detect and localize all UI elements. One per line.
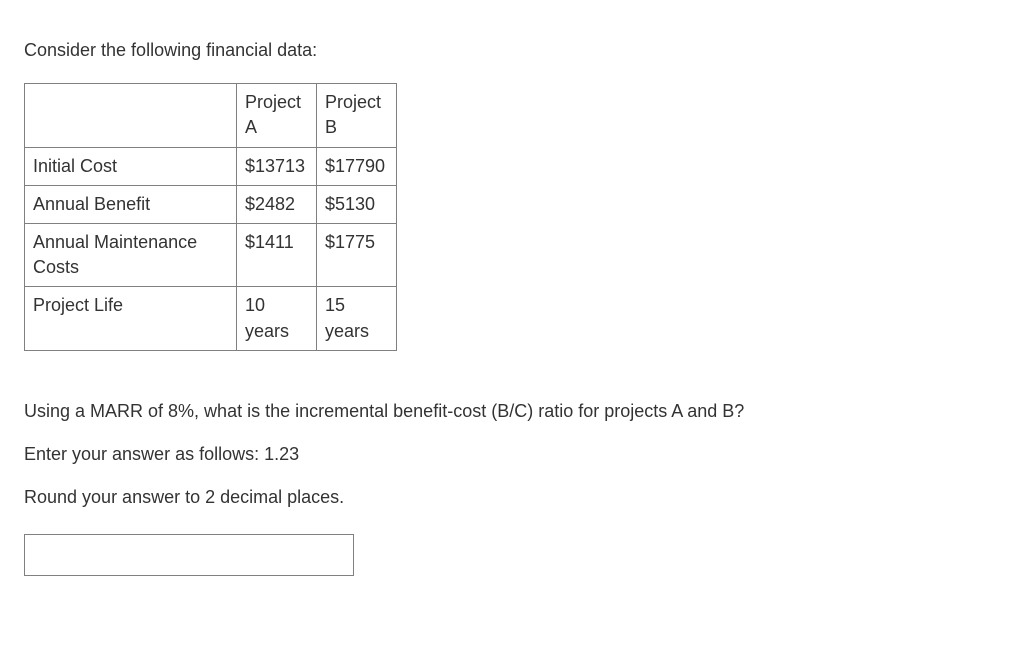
row-value-a: 10 years [237,287,317,350]
question-line-2: Enter your answer as follows: 1.23 [24,442,1000,467]
row-value-b: 15 years [317,287,397,350]
header-project-a: Project A [237,84,317,147]
table-header-row: Project A Project B [25,84,397,147]
row-value-a: $2482 [237,185,317,223]
row-label: Project Life [25,287,237,350]
row-label: Annual Benefit [25,185,237,223]
header-blank [25,84,237,147]
intro-text: Consider the following financial data: [24,38,1000,63]
row-value-b: $5130 [317,185,397,223]
table-row: Project Life 10 years 15 years [25,287,397,350]
financial-data-table: Project A Project B Initial Cost $13713 … [24,83,397,351]
row-value-b: $1775 [317,223,397,286]
question-line-1: Using a MARR of 8%, what is the incremen… [24,399,1000,424]
row-label: Annual Maintenance Costs [25,223,237,286]
table-row: Annual Maintenance Costs $1411 $1775 [25,223,397,286]
row-label: Initial Cost [25,147,237,185]
row-value-a: $13713 [237,147,317,185]
question-line-3: Round your answer to 2 decimal places. [24,485,1000,510]
question-block: Using a MARR of 8%, what is the incremen… [24,399,1000,511]
table-row: Annual Benefit $2482 $5130 [25,185,397,223]
table-row: Initial Cost $13713 $17790 [25,147,397,185]
header-project-b: Project B [317,84,397,147]
row-value-b: $17790 [317,147,397,185]
row-value-a: $1411 [237,223,317,286]
answer-input[interactable] [24,534,354,576]
